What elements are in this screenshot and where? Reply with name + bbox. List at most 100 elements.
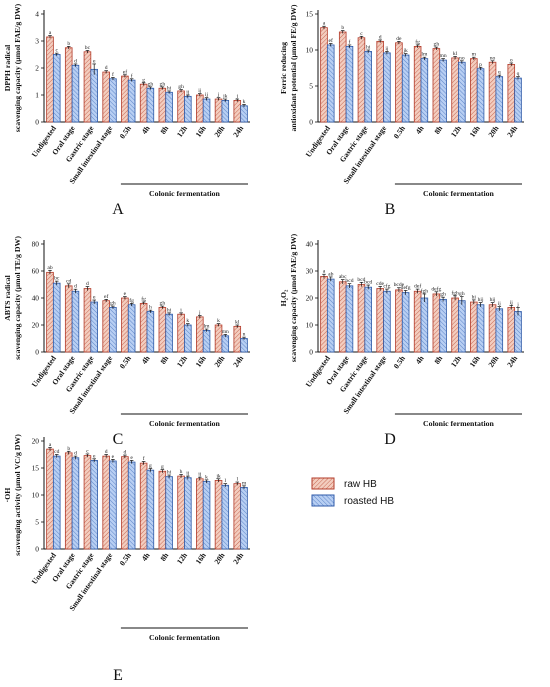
bar-roasted bbox=[240, 338, 248, 353]
significance-letter: mn bbox=[440, 53, 447, 59]
bar-roasted bbox=[458, 300, 466, 353]
significance-letter: defg bbox=[401, 284, 411, 291]
y-axis-label: DPPH radical bbox=[3, 44, 12, 91]
x-tick-label: 8h bbox=[158, 123, 170, 135]
bar-roasted bbox=[476, 68, 485, 123]
group-label: Colonic fermentation bbox=[149, 633, 220, 642]
significance-letter: no bbox=[459, 55, 465, 61]
significance-letter: k bbox=[205, 474, 208, 480]
bar-raw bbox=[177, 313, 185, 353]
bar-roasted bbox=[240, 105, 248, 123]
significance-letter: fg bbox=[129, 297, 134, 304]
y-tick-label: 60 bbox=[32, 267, 40, 276]
bar-roasted bbox=[458, 61, 466, 123]
significance-letter: ij bbox=[498, 301, 502, 307]
bar-raw bbox=[46, 36, 54, 123]
bar-raw bbox=[177, 475, 185, 550]
significance-letter: bcd bbox=[364, 280, 372, 286]
significance-letter: d bbox=[74, 58, 77, 64]
bar-roasted bbox=[146, 87, 155, 123]
bar-roasted bbox=[165, 91, 173, 123]
significance-letter: k bbox=[217, 318, 220, 324]
bar-roasted bbox=[184, 477, 192, 550]
significance-letter: bcd bbox=[345, 278, 353, 284]
significance-letter: lm bbox=[421, 52, 428, 58]
group-label: Colonic fermentation bbox=[423, 189, 494, 198]
significance-letter: ij bbox=[198, 472, 202, 478]
y-tick-label: 1 bbox=[35, 91, 39, 100]
y-axis-label: scavenging activity (μmol VC/g DW) bbox=[13, 434, 22, 556]
bar-raw bbox=[376, 40, 384, 123]
x-tick-label: 12h bbox=[449, 353, 464, 368]
y-tick-label: 0 bbox=[35, 545, 39, 554]
significance-letter: fg bbox=[141, 296, 146, 303]
bar-roasted bbox=[476, 304, 485, 353]
significance-letter: j bbox=[235, 94, 238, 100]
y-axis-label: ·OH bbox=[3, 488, 12, 503]
x-tick-label: 16h bbox=[194, 550, 209, 565]
significance-letter: a bbox=[49, 442, 52, 448]
y-tick-label: 5 bbox=[35, 518, 39, 527]
x-tick-label: 0.5h bbox=[118, 550, 134, 567]
bar-roasted bbox=[184, 95, 192, 123]
significance-letter: e bbox=[93, 453, 96, 459]
bar-roasted bbox=[439, 59, 447, 123]
significance-letter: hi bbox=[366, 45, 371, 51]
bar-raw bbox=[64, 285, 73, 353]
y-tick-label: 0 bbox=[35, 348, 39, 357]
bar-roasted bbox=[420, 58, 429, 123]
x-tick-label: 0.5h bbox=[392, 353, 408, 370]
bar-raw bbox=[139, 83, 148, 123]
legend: raw HB roasted HB bbox=[311, 477, 394, 507]
bar-raw bbox=[338, 281, 347, 353]
significance-letter: h bbox=[149, 305, 152, 311]
significance-letter: fgh bbox=[451, 289, 459, 296]
bar-roasted bbox=[202, 98, 211, 123]
bar-roasted bbox=[240, 487, 248, 550]
chart-panel-b: 0 5 10 15 Ferric reducing antioxidant potenti… bbox=[279, 4, 524, 218]
x-tick-label: 24h bbox=[505, 353, 520, 368]
significance-letter: l bbox=[236, 477, 238, 483]
y-tick-label: 15 bbox=[32, 464, 40, 473]
x-tick-label: 16h bbox=[468, 353, 483, 368]
y-tick-label: 10 bbox=[32, 491, 40, 500]
significance-letter: ef bbox=[329, 37, 333, 44]
significance-letter: a bbox=[323, 21, 326, 27]
x-tick-label: 20h bbox=[212, 353, 227, 368]
y-tick-label: 5 bbox=[309, 82, 313, 91]
bar-roasted bbox=[109, 460, 117, 550]
significance-letter: de bbox=[396, 36, 402, 42]
panel-letter: E bbox=[113, 667, 123, 684]
significance-letter: g bbox=[142, 77, 145, 83]
x-tick-label: 20h bbox=[212, 123, 227, 138]
significance-letter: a bbox=[323, 269, 326, 275]
significance-letter: no bbox=[490, 55, 496, 61]
bar-raw bbox=[214, 98, 223, 123]
significance-letter: hi bbox=[472, 294, 477, 300]
y-tick-label: 4 bbox=[35, 10, 39, 19]
significance-letter: ij bbox=[510, 300, 514, 306]
significance-letter: gh bbox=[110, 301, 116, 307]
panel-letter: C bbox=[113, 431, 124, 448]
panel-letter: D bbox=[384, 431, 396, 448]
bar-roasted bbox=[127, 79, 136, 123]
bar-roasted bbox=[127, 304, 136, 353]
significance-letter: d bbox=[379, 34, 382, 40]
significance-letter: b bbox=[67, 41, 70, 47]
y-axis-label: scavenging capacity (μmol FAE/g DW) bbox=[13, 3, 22, 132]
significance-letter: m bbox=[472, 52, 477, 58]
x-tick-label: 12h bbox=[175, 550, 190, 565]
significance-letter: d bbox=[86, 281, 89, 287]
significance-letter: d bbox=[105, 65, 108, 71]
bar-roasted bbox=[364, 286, 372, 353]
bar-raw bbox=[196, 478, 204, 550]
significance-letter: ij bbox=[198, 88, 202, 94]
y-tick-label: 20 bbox=[32, 321, 40, 330]
bar-roasted bbox=[326, 278, 335, 353]
significance-letter: lm bbox=[204, 324, 211, 330]
x-tick-label: 8h bbox=[432, 123, 444, 135]
chart-panel-e: 0 5 10 15 20 ·OH scavenging activity (μmol VC/… bbox=[3, 434, 250, 684]
bar-raw bbox=[488, 61, 497, 123]
bar-roasted bbox=[184, 324, 192, 353]
significance-letter: j bbox=[516, 302, 519, 308]
